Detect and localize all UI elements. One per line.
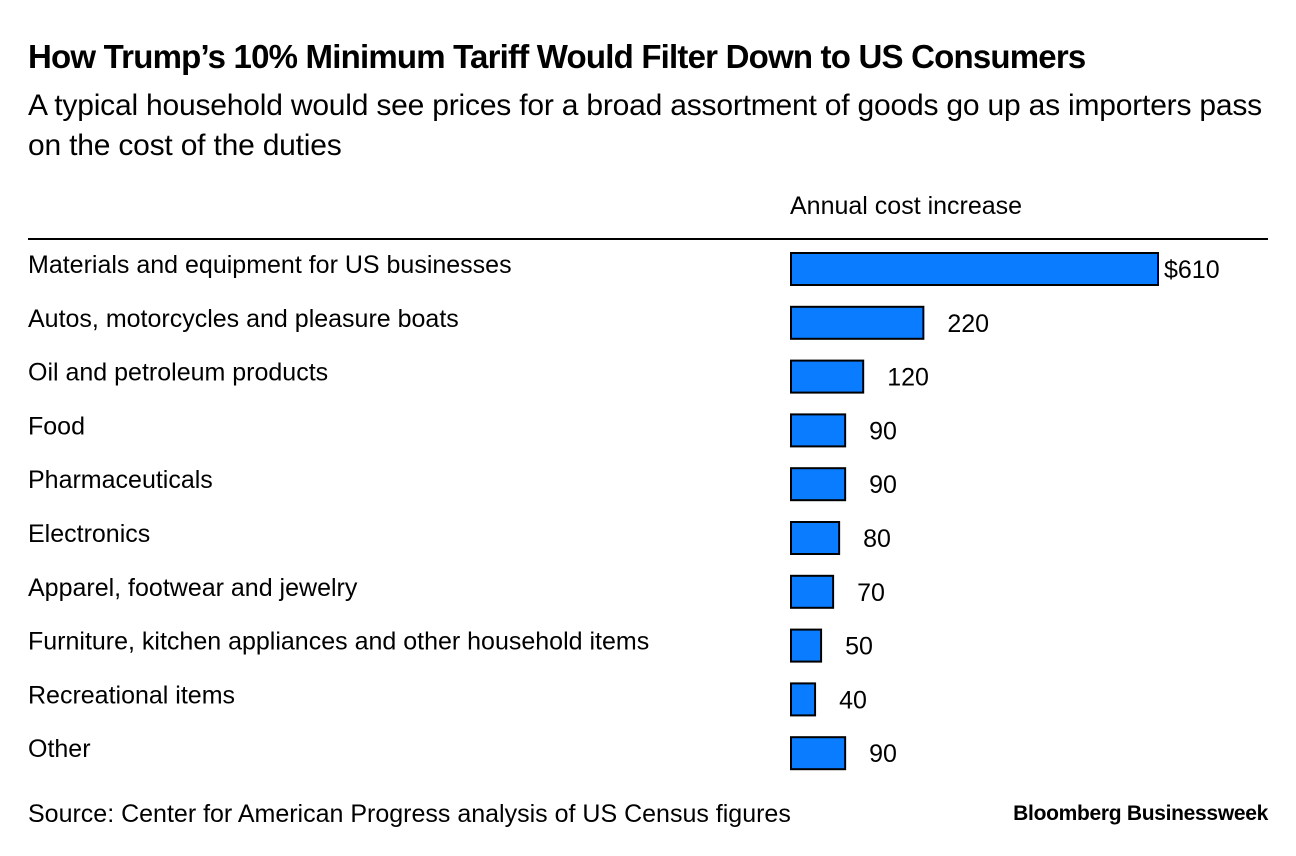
chart-subtitle: A typical household would see prices for… bbox=[28, 86, 1268, 166]
value-label: 70 bbox=[857, 579, 885, 607]
source-note: Source: Center for American Progress ana… bbox=[28, 800, 791, 829]
value-label: 90 bbox=[869, 471, 897, 499]
category-label: Other bbox=[28, 735, 91, 763]
value-label: 120 bbox=[887, 364, 929, 392]
bar bbox=[791, 683, 815, 715]
value-label: 90 bbox=[869, 417, 897, 445]
bar bbox=[791, 361, 863, 393]
category-label: Materials and equipment for US businesse… bbox=[28, 251, 512, 279]
value-label: $610 bbox=[1164, 256, 1220, 284]
category-label: Oil and petroleum products bbox=[28, 359, 328, 387]
value-label: 80 bbox=[863, 525, 891, 553]
value-label: 90 bbox=[869, 740, 897, 768]
value-label: 220 bbox=[947, 310, 989, 338]
category-label: Food bbox=[28, 412, 85, 440]
bar bbox=[791, 307, 923, 339]
category-label: Furniture, kitchen appliances and other … bbox=[28, 628, 649, 656]
bar bbox=[791, 737, 845, 769]
bar bbox=[791, 576, 833, 608]
bar bbox=[791, 630, 821, 662]
category-label: Pharmaceuticals bbox=[28, 466, 213, 494]
bar bbox=[791, 468, 845, 500]
chart-title: How Trump’s 10% Minimum Tariff Would Fil… bbox=[28, 38, 1085, 76]
category-label: Autos, motorcycles and pleasure boats bbox=[28, 305, 459, 333]
value-label: 50 bbox=[845, 633, 873, 661]
bar bbox=[791, 253, 1158, 285]
brand-logo-text: Bloomberg Businessweek bbox=[1013, 802, 1268, 826]
column-header: Annual cost increase bbox=[790, 192, 1022, 221]
category-label: Apparel, footwear and jewelry bbox=[28, 574, 358, 602]
bar bbox=[791, 522, 839, 554]
category-label: Electronics bbox=[28, 520, 150, 548]
bar bbox=[791, 414, 845, 446]
category-label: Recreational items bbox=[28, 681, 235, 709]
value-label: 40 bbox=[839, 686, 867, 714]
bar-chart: Materials and equipment for US businesse… bbox=[0, 240, 1296, 780]
